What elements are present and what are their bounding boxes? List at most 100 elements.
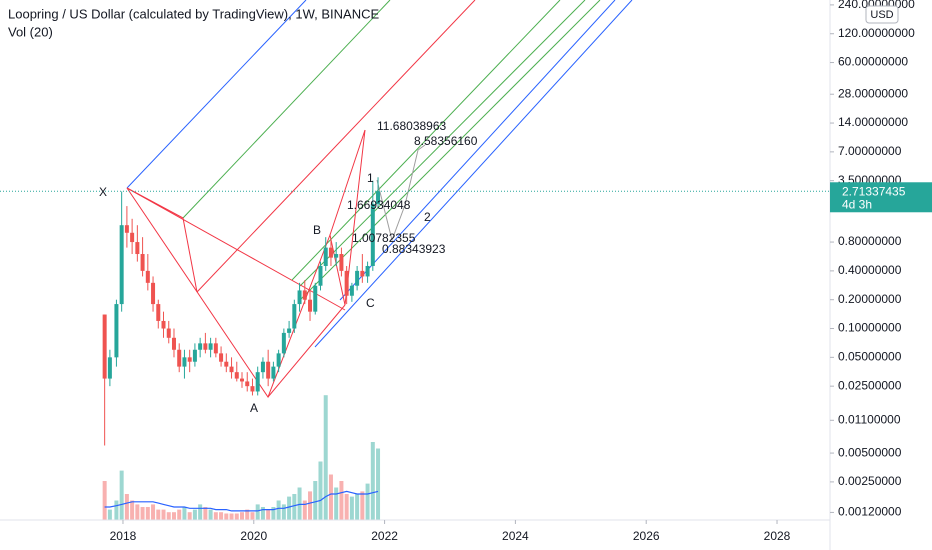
y-tick-label: 7.00000000 [838, 144, 902, 158]
candle-body [245, 381, 250, 387]
candle-body [281, 332, 286, 354]
candle-body [182, 357, 187, 367]
annotation: 8.58356160 [414, 134, 478, 148]
currency-label[interactable]: USD [870, 9, 893, 21]
pitchfork-handle [182, 217, 198, 293]
volume-bar [281, 504, 286, 520]
volume-bar [171, 512, 176, 520]
volume-bar [339, 481, 344, 520]
candle-body [171, 337, 176, 350]
harmonic-pattern [329, 129, 366, 236]
volume-bar [323, 395, 328, 520]
volume-bar [260, 507, 265, 520]
volume-bar [135, 504, 140, 520]
candle-body [140, 254, 145, 271]
candle-body [177, 349, 182, 367]
candle-body [107, 357, 112, 379]
volume-bar [297, 487, 302, 520]
currency-button[interactable] [865, 5, 899, 24]
annotation: 11.68038963 [377, 119, 447, 133]
candle-body [208, 343, 213, 350]
volume-bar [107, 509, 112, 520]
volume-bar [213, 512, 218, 520]
candle-body [203, 343, 208, 350]
x-tick-label: 2020 [240, 529, 267, 543]
annotation: 1.00782355 [352, 231, 416, 245]
volume-bar [250, 512, 255, 520]
candle-body [308, 299, 313, 312]
candle-body [229, 366, 234, 373]
x-tick-label: 2022 [371, 529, 398, 543]
y-tick-label: 0.80000000 [838, 234, 902, 248]
pitchfork-line [314, 0, 633, 348]
y-tick-label: 0.05000000 [838, 350, 902, 364]
x-tick-label: 2018 [110, 529, 137, 543]
volume-bar [130, 500, 135, 520]
candle-body [166, 328, 171, 338]
pitchfork-line [299, 0, 601, 301]
volume-bar [229, 513, 234, 520]
volume-bar [318, 461, 323, 520]
y-tick-label: 60.00000000 [838, 55, 908, 69]
candle-body [187, 357, 192, 362]
candle-body [318, 265, 323, 286]
candle-body [145, 270, 150, 283]
volume-bar [287, 496, 292, 520]
volume-bar [370, 442, 375, 520]
y-tick-label: 120.00000000 [838, 26, 915, 40]
y-tick-label: 0.40000000 [838, 263, 902, 277]
pitchfork-line [126, 0, 307, 189]
candle-body [334, 254, 339, 258]
annotation: 1 [367, 171, 374, 185]
candle-body [313, 285, 318, 312]
volume-bar [182, 507, 187, 520]
volume-bar [187, 512, 192, 520]
volume-bar [124, 494, 129, 520]
chart-title: Loopring / US Dollar (calculated by Trad… [8, 6, 379, 21]
volume-bar [271, 507, 276, 520]
volume-bar [151, 504, 156, 520]
wave-projection [376, 144, 426, 242]
volume-bar [177, 509, 182, 520]
pitchfork-line [339, 0, 616, 301]
candle-body [302, 290, 307, 300]
candle-body [328, 247, 333, 258]
harmonic-pattern [126, 187, 346, 311]
pitchfork-line [182, 0, 391, 219]
y-tick-label: 0.10000000 [838, 321, 902, 335]
candle-body [250, 386, 255, 392]
candle-body [376, 191, 381, 204]
volume-ma [104, 490, 379, 512]
volume-bar [224, 513, 229, 520]
y-tick-label: 0.01100000 [838, 412, 901, 426]
candle-body [135, 242, 140, 255]
candle-body [198, 343, 203, 350]
volume-bar [365, 483, 370, 520]
volume-bar [145, 507, 150, 520]
candle-body [255, 372, 260, 392]
y-tick-label: 0.00500000 [838, 445, 902, 459]
volume-bar [140, 507, 145, 520]
series [0, 177, 830, 520]
volume-bar [360, 491, 365, 520]
annotation: 1.66934048 [347, 198, 411, 212]
y-tick-label: 28.00000000 [838, 86, 908, 100]
y-tick-label: 0.20000000 [838, 292, 902, 306]
x-tick-label: 2024 [502, 529, 529, 543]
candle-body [365, 265, 370, 277]
x-tick-label: 2028 [764, 529, 791, 543]
last-price-label: 2.71337435 [842, 184, 906, 198]
price-axis-bg [830, 0, 932, 550]
harmonic-pattern [267, 304, 346, 398]
annotation: A [250, 401, 258, 415]
candle-body [349, 285, 354, 296]
volume-bar [240, 512, 245, 520]
candle-body [323, 247, 328, 266]
candle-body [124, 225, 129, 233]
volume-bar [161, 509, 166, 520]
volume-bar [308, 491, 313, 520]
countdown-label: 4d 3h [842, 197, 872, 211]
candle-body [224, 361, 229, 367]
harmonic-pattern [126, 129, 366, 399]
